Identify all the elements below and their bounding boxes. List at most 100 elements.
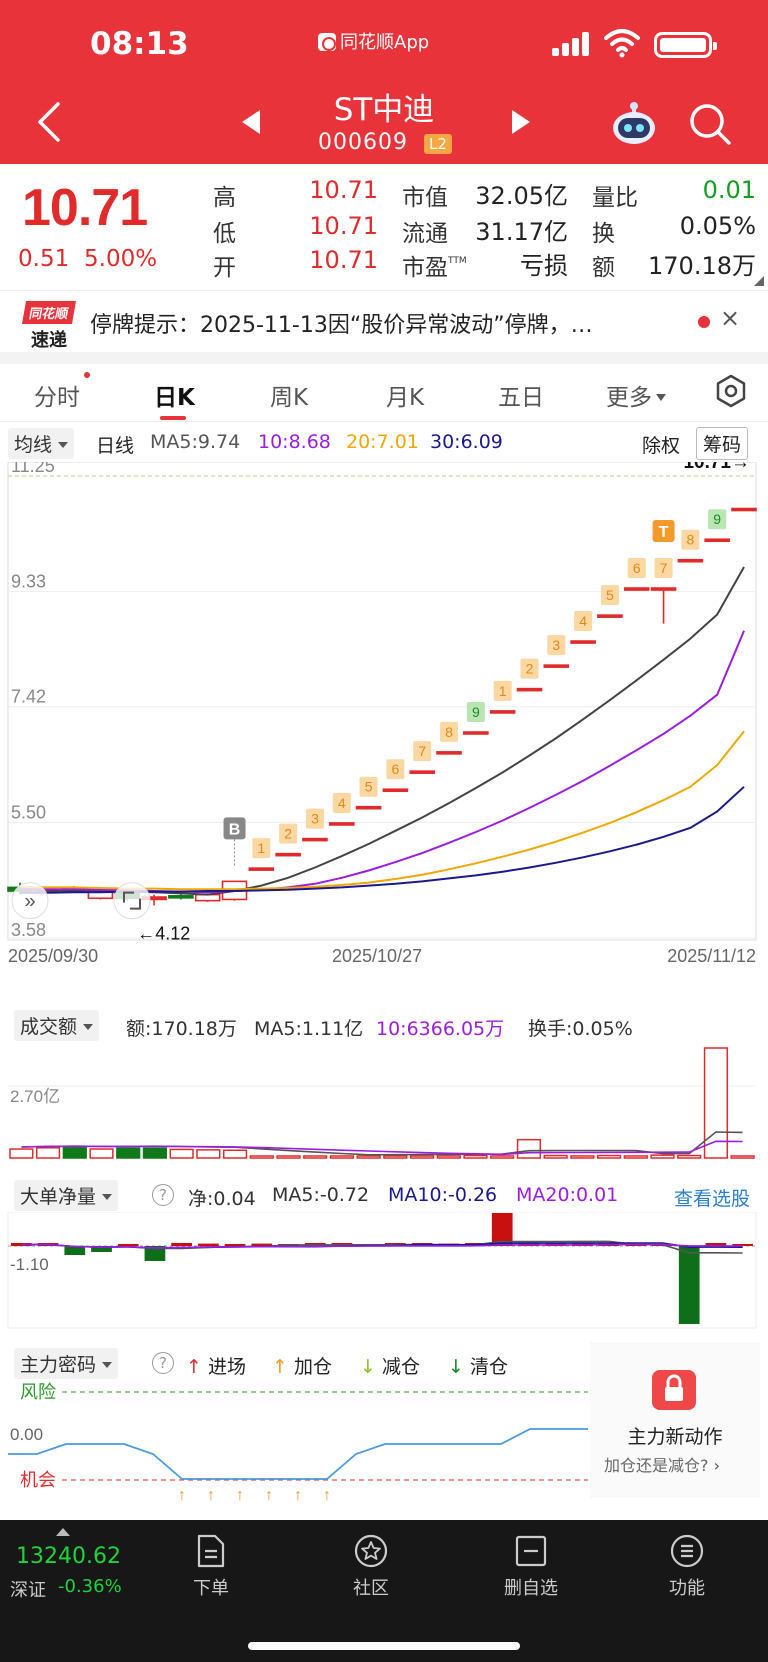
nav-functions[interactable]: 功能 [642, 1534, 732, 1600]
force-chart[interactable]: 风险 0.00 机会 ↑ ↑ ↑ ↑ ↑ ↑ [0, 1380, 590, 1506]
caret-down-icon [102, 1194, 113, 1200]
ma20-value: 20:7.01 [346, 431, 419, 453]
amount-bar [196, 1149, 221, 1159]
nav-remove-watchlist[interactable]: 删自选 [486, 1534, 576, 1600]
tab-timeshare[interactable]: 分时 [34, 385, 80, 411]
plot-frame [7, 462, 757, 941]
amount-chart[interactable]: 2.70亿 [0, 1042, 768, 1160]
sequence-marker-box [440, 721, 459, 742]
tab-weekly-k[interactable]: 周K [270, 385, 309, 411]
amount-ma5: MA5:1.11亿 [254, 1018, 364, 1040]
candle-body [570, 640, 596, 644]
search-icon[interactable] [688, 102, 732, 146]
candle-body [597, 614, 623, 618]
help-icon[interactable]: ? [152, 1184, 174, 1206]
risk-label: 风险 [20, 1382, 56, 1402]
sequence-marker-label: 8 [686, 532, 694, 548]
nav-community[interactable]: 社区 [326, 1534, 416, 1600]
add-position-arrow: ↑ [265, 1487, 273, 1504]
sequence-marker-label: 9 [713, 511, 721, 527]
ma30-line [20, 786, 745, 894]
robot-assistant-icon[interactable] [610, 100, 658, 146]
notice-close-button[interactable]: × [720, 304, 741, 332]
chart-settings-icon[interactable] [714, 374, 748, 408]
pe-ttm-sup: TTM [448, 256, 467, 266]
chip-distribution-button[interactable]: 筹码 [696, 427, 749, 460]
amount-bar [409, 1155, 435, 1159]
bigorder-chart[interactable]: -1.10 [0, 1212, 768, 1332]
sequence-marker: 9 [466, 701, 485, 722]
battery-icon [654, 32, 717, 58]
document-icon [197, 1534, 225, 1568]
turnover-value: 0.05% [679, 212, 756, 240]
indicator-dropdown[interactable]: 均线 [8, 428, 75, 459]
notice-bar[interactable]: 同花顺 速递 停牌提示：2025-11-13因“股价异常波动”停牌，… [0, 290, 768, 352]
amount-dropdown[interactable]: 成交额 [14, 1010, 100, 1041]
sequence-marker-box [252, 838, 271, 859]
sequence-marker-label: 3 [552, 637, 560, 653]
amount-bar [650, 1154, 675, 1159]
bigorder-bar [91, 1246, 112, 1252]
tab-more[interactable]: 更多 [606, 378, 666, 412]
candle-body [328, 822, 355, 826]
amount-bar [703, 1047, 729, 1159]
quote-panel[interactable]: 10.71 0.51 5.00% 高 10.71 市值 32.05亿 量比 0.… [0, 164, 768, 290]
home-indicator[interactable] [248, 1642, 520, 1650]
back-button[interactable] [32, 100, 68, 144]
force-dropdown[interactable]: 主力密码 [14, 1348, 119, 1379]
status-app-label[interactable]: 同花顺App [318, 28, 429, 54]
amount-bar [677, 1154, 702, 1159]
tab-monthly-k[interactable]: 月K [386, 385, 425, 411]
y-tick-label: 7.42 [11, 687, 46, 707]
buy-signal-box [223, 817, 246, 840]
index-change-pct: -0.36% [58, 1576, 122, 1597]
sequence-marker: 5 [359, 776, 378, 797]
index-value[interactable]: 13240.62 [16, 1544, 121, 1569]
kline-chart[interactable]: 11.25 9.33 7.42 5.50 3.58 1 2 3 4 5 6 7 8 9 1 2 3 4 5 6 7 8 9 B… [0, 462, 768, 1002]
amount-bar [516, 1138, 542, 1159]
amount-bar [543, 1154, 568, 1159]
notice-text[interactable]: 停牌提示：2025-11-13因“股价异常波动”停牌，… [90, 313, 593, 338]
tab-five-day[interactable]: 五日 [498, 385, 544, 411]
next-stock-button[interactable] [506, 108, 534, 136]
tab-daily-k[interactable]: 日K [154, 385, 195, 411]
amount-bar [463, 1154, 488, 1159]
l2-badge[interactable]: L2 [424, 134, 452, 154]
sequence-marker-label: 7 [418, 743, 426, 759]
amount-bar [303, 1155, 328, 1159]
open-label: 开 [213, 255, 236, 281]
amount-bar [169, 1148, 194, 1159]
index-name: 深证 [10, 1580, 46, 1601]
community-star-icon [354, 1534, 388, 1568]
help-icon[interactable]: ? [152, 1352, 174, 1374]
bigorder-dropdown[interactable]: 大单净量 [14, 1180, 119, 1211]
sell-signal-label: T [659, 524, 669, 541]
amount-bar [623, 1155, 648, 1159]
notice-unread-dot-icon [698, 316, 710, 328]
sequence-marker-box [520, 658, 539, 679]
sequence-marker-box [359, 776, 378, 797]
sequence-marker-box [654, 558, 673, 579]
y-tick-label: 9.33 [11, 572, 46, 592]
sequence-marker: 8 [440, 721, 459, 742]
sequence-marker-label: 5 [365, 779, 373, 795]
sequence-marker-label: 4 [579, 613, 587, 629]
view-screener-link[interactable]: 查看选股 [674, 1188, 751, 1210]
index-expand-icon[interactable] [56, 1528, 70, 1536]
sequence-marker-label: 2 [284, 826, 292, 842]
turnover-label: 换 [592, 221, 615, 247]
expand-corner-icon[interactable] [754, 276, 764, 286]
bigorder-bar [198, 1243, 219, 1246]
mkt-cap-value: 32.05亿 [475, 182, 568, 210]
amount-turnover: 换手:0.05% [528, 1018, 633, 1040]
open-value: 10.71 [309, 246, 378, 274]
ma10-line [19, 630, 745, 894]
sequence-marker-label: 6 [392, 761, 400, 777]
y-tick-label: 3.58 [11, 920, 46, 940]
sequence-marker-box [547, 635, 566, 656]
prev-stock-button[interactable] [238, 108, 266, 136]
nav-order[interactable]: 下单 [166, 1534, 256, 1600]
force-promo-card[interactable]: 主力新动作 加仓还是减仓? › [590, 1342, 760, 1498]
ex-rights-button[interactable]: 除权 [642, 435, 681, 457]
fullscreen-icon [113, 882, 151, 920]
